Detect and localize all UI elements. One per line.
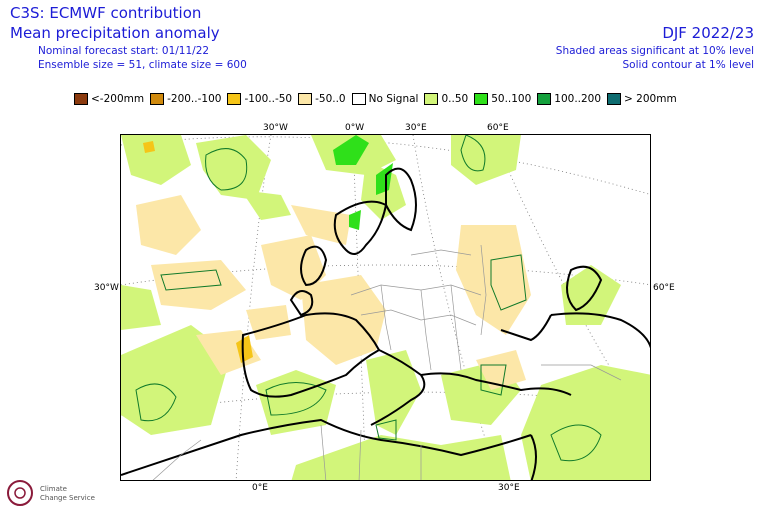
legend-label: No Signal <box>368 93 419 105</box>
country-borders <box>152 244 622 480</box>
legend-swatch <box>607 93 622 105</box>
graticule-label-top: 30°E <box>405 123 427 133</box>
legend-item: 50..100 <box>474 93 531 105</box>
logo-circle <box>7 480 33 506</box>
legend-swatch <box>474 93 489 105</box>
legend-swatch <box>150 93 165 105</box>
legend-label: -200..-100 <box>167 93 222 105</box>
legend-item: 100..200 <box>537 93 601 105</box>
legend-swatch <box>537 93 552 105</box>
legend-item: No Signal <box>351 93 419 105</box>
ensemble-size: Ensemble size = 51, climate size = 600 <box>38 59 247 71</box>
legend-label: -50..0 <box>315 93 346 105</box>
graticule-label-top: 30°W <box>263 123 288 133</box>
legend-item: -200..-100 <box>150 93 221 105</box>
legend-label: > 200mm <box>624 93 677 105</box>
season-label: DJF 2022/23 <box>662 24 754 42</box>
forecast-start: Nominal forecast start: 01/11/22 <box>38 45 210 57</box>
legend-label: 50..100 <box>491 93 532 105</box>
map-subtitle: Mean precipitation anomaly <box>10 24 220 42</box>
legend-item: 0..50 <box>424 93 468 105</box>
legend-item: <-200mm <box>74 93 144 105</box>
legend-item: -50..0 <box>298 93 346 105</box>
significance-shaded: Shaded areas significant at 10% level <box>555 45 754 57</box>
legend-label: <-200mm <box>91 93 145 105</box>
graticule-label-top: 0°W <box>345 123 365 133</box>
legend-item: -100..-50 <box>227 93 292 105</box>
copernicus-logo: Climate Change Service <box>4 476 114 516</box>
graticule-label-left: 30°W <box>94 283 119 293</box>
precipitation-anomaly-map <box>120 134 651 481</box>
graticule-label-right: 60°E <box>653 283 675 293</box>
legend-swatch <box>74 93 88 105</box>
map-canvas <box>121 135 650 480</box>
logo-mark <box>7 480 33 506</box>
logo-line2: Change Service <box>40 494 95 502</box>
legend-label: -100..-50 <box>244 93 293 105</box>
graticule-label-bottom: 0°E <box>252 483 268 493</box>
legend-swatch <box>227 93 242 105</box>
graticule-label-bottom: 30°E <box>498 483 520 493</box>
anomaly-negative-light <box>136 195 531 390</box>
logo-inner-circle <box>14 487 26 499</box>
legend-label: 100..200 <box>554 93 602 105</box>
graticule-lines <box>121 135 650 480</box>
significance-contour: Solid contour at 1% level <box>622 59 754 71</box>
legend-swatch <box>424 93 439 105</box>
legend-item: > 200mm <box>607 93 677 105</box>
legend-swatch <box>298 93 313 105</box>
anomaly-positive-moderate <box>333 135 393 230</box>
anomaly-negative-moderate <box>143 141 253 363</box>
logo-line1: Climate <box>40 485 67 493</box>
app-title: C3S: ECMWF contribution <box>10 4 202 22</box>
legend-swatch <box>351 93 366 105</box>
coastlines <box>121 167 650 480</box>
graticule-label-top: 60°E <box>487 123 509 133</box>
legend-label: 0..50 <box>441 93 469 105</box>
legend: <-200mm -200..-100 -100..-50 -50..0 No S… <box>74 93 683 105</box>
